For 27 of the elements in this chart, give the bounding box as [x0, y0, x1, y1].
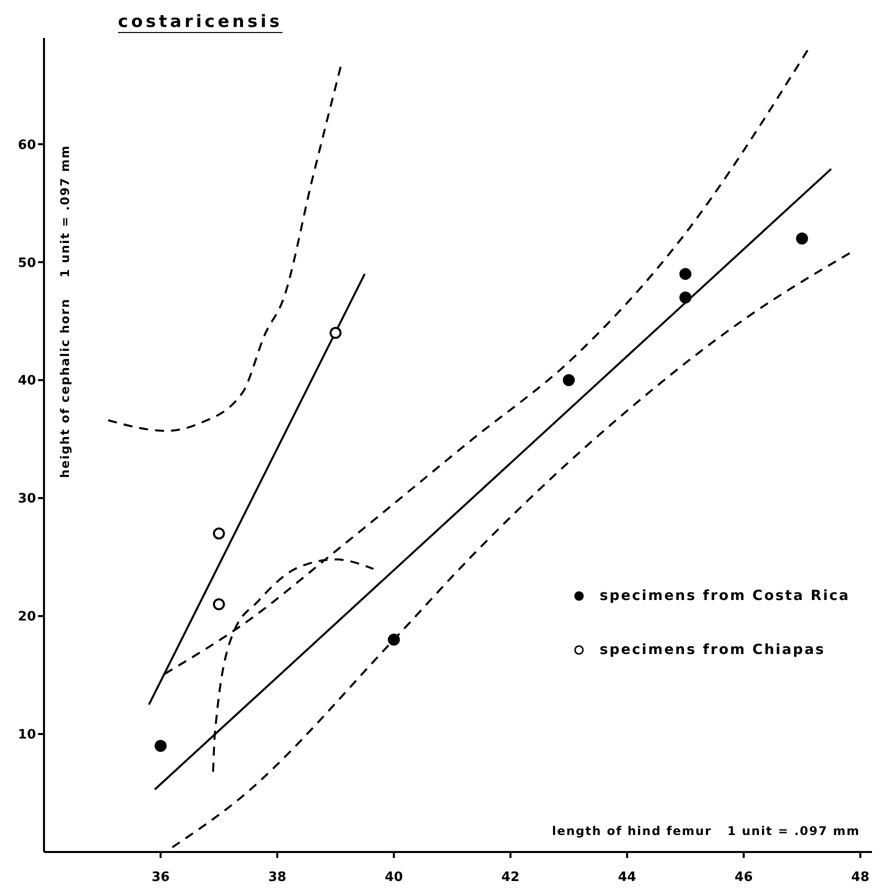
x-tick-label: 36	[152, 870, 170, 886]
point	[796, 232, 808, 245]
point	[330, 326, 342, 339]
x-tick-label: 40	[384, 870, 403, 886]
x-tick-label: 48	[851, 870, 870, 886]
point	[212, 527, 225, 540]
legend-label: specimens from Chiapas	[600, 642, 826, 658]
point	[562, 374, 575, 386]
point	[679, 292, 692, 304]
x-tick-label: 42	[501, 870, 520, 886]
point	[388, 634, 400, 646]
x-tick-label: 44	[618, 870, 636, 886]
chart-title: costaricensis	[118, 12, 282, 32]
y-tick-label: 60	[18, 138, 36, 153]
y-tick-label: 40	[18, 374, 36, 389]
y-tick-label: 20	[18, 610, 36, 625]
y-axis-title: height of cephalic horn 1 unit = .097 mm	[58, 144, 72, 478]
x-axis-title: length of hind femur 1 unit = .097 mm	[552, 824, 860, 838]
legend-label: specimens from Costa Rica	[600, 588, 850, 604]
point	[154, 740, 167, 752]
y-tick-label: 30	[18, 492, 36, 507]
point	[212, 598, 225, 610]
point	[679, 268, 692, 280]
x-tick-label: 38	[268, 870, 286, 886]
x-tick-label: 46	[734, 870, 753, 886]
y-tick-label: 10	[18, 728, 36, 743]
y-tick-label: 50	[18, 256, 36, 271]
